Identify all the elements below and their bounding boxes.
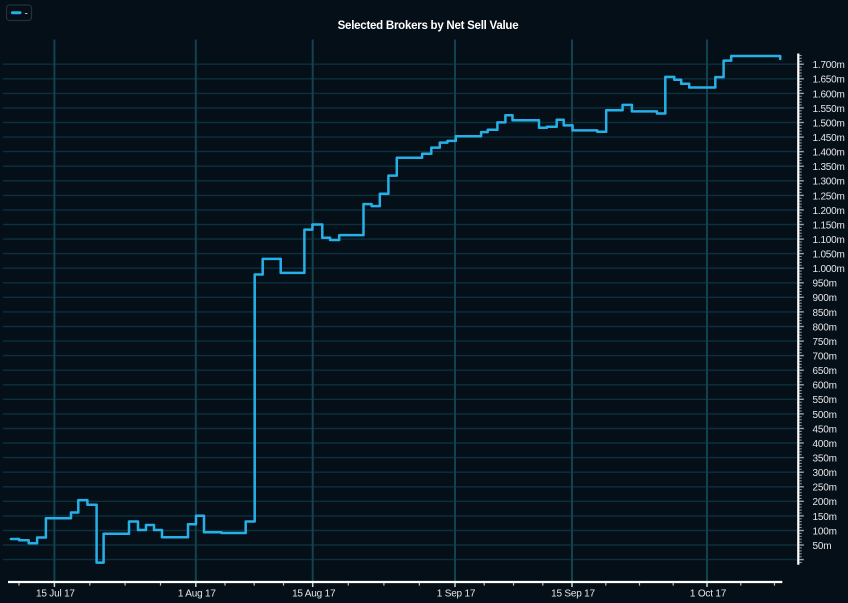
svg-text:900m: 900m [813, 293, 837, 304]
svg-text:-: - [25, 8, 28, 19]
svg-text:450m: 450m [813, 424, 837, 435]
svg-text:700m: 700m [813, 352, 837, 363]
svg-text:400m: 400m [813, 439, 837, 450]
svg-text:1.400m: 1.400m [813, 148, 845, 159]
svg-text:600m: 600m [813, 381, 837, 392]
svg-text:550m: 550m [813, 395, 837, 406]
svg-text:50m: 50m [813, 541, 832, 552]
svg-text:350m: 350m [813, 454, 837, 465]
svg-text:200m: 200m [813, 497, 837, 508]
svg-text:650m: 650m [813, 366, 837, 377]
svg-text:1.100m: 1.100m [813, 235, 845, 246]
svg-text:1.450m: 1.450m [813, 133, 845, 144]
svg-text:800m: 800m [813, 322, 837, 333]
svg-text:1.150m: 1.150m [813, 220, 845, 231]
svg-text:1 Sep 17: 1 Sep 17 [437, 589, 476, 600]
svg-text:150m: 150m [813, 512, 837, 523]
svg-text:1.200m: 1.200m [813, 206, 845, 217]
svg-text:1 Oct 17: 1 Oct 17 [690, 589, 727, 600]
svg-text:1.550m: 1.550m [813, 104, 845, 115]
svg-text:1.650m: 1.650m [813, 75, 845, 86]
svg-text:1.050m: 1.050m [813, 250, 845, 261]
svg-text:1.700m: 1.700m [813, 60, 845, 71]
svg-text:250m: 250m [813, 483, 837, 494]
svg-text:Selected Brokers by Net Sell V: Selected Brokers by Net Sell Value [338, 20, 519, 32]
svg-text:500m: 500m [813, 410, 837, 421]
svg-text:950m: 950m [813, 279, 837, 290]
svg-text:1 Aug 17: 1 Aug 17 [178, 589, 217, 600]
svg-text:850m: 850m [813, 308, 837, 319]
svg-text:15 Aug 17: 15 Aug 17 [292, 589, 336, 600]
svg-text:1.300m: 1.300m [813, 177, 845, 188]
svg-text:15 Sep 17: 15 Sep 17 [551, 589, 595, 600]
svg-text:15 Jul 17: 15 Jul 17 [36, 589, 75, 600]
svg-text:100m: 100m [813, 526, 837, 537]
svg-text:750m: 750m [813, 337, 837, 348]
svg-text:1.350m: 1.350m [813, 162, 845, 173]
svg-text:1.250m: 1.250m [813, 191, 845, 202]
svg-text:1.000m: 1.000m [813, 264, 845, 275]
svg-text:300m: 300m [813, 468, 837, 479]
svg-text:1.500m: 1.500m [813, 118, 845, 129]
svg-text:1.600m: 1.600m [813, 89, 845, 100]
